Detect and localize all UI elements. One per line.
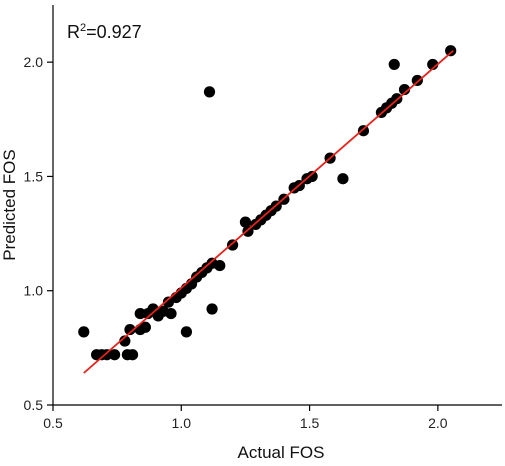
data-point	[203, 86, 216, 98]
fit-line-group	[83, 50, 454, 374]
data-point	[119, 335, 131, 347]
data-point	[337, 173, 349, 185]
data-point	[206, 303, 218, 315]
x-tick-label: 1.5	[300, 415, 320, 431]
axes	[52, 5, 502, 406]
data-point	[165, 307, 177, 320]
data-point	[180, 326, 193, 338]
fit-line	[83, 50, 454, 374]
r-squared-prefix: R	[67, 22, 80, 42]
x-tick-label: 2.0	[428, 415, 448, 431]
y-tick-label: 2.0	[24, 54, 44, 70]
data-point	[134, 307, 146, 320]
y-tick-label: 1.0	[24, 283, 44, 299]
r-squared-value: =0.927	[86, 22, 142, 42]
r-squared-annotation: R2=0.927	[67, 22, 142, 42]
x-tick-label: 0.5	[43, 415, 63, 431]
ticks: 0.5 1.0 1.5 2.0 0.5 1.0 1.5 2.0	[24, 54, 448, 431]
r-squared-superscript: 2	[80, 22, 86, 34]
data-point	[445, 45, 457, 57]
data-point	[126, 349, 139, 361]
data-point	[124, 323, 136, 336]
data-point	[139, 321, 151, 333]
x-tick-label: 1.0	[172, 415, 192, 431]
data-point	[108, 349, 121, 361]
data-point	[227, 239, 239, 251]
y-tick-label: 0.5	[24, 397, 44, 413]
data-point	[239, 216, 252, 228]
y-axis-label: Predicted FOS	[0, 149, 19, 261]
data-point	[78, 326, 90, 338]
data-point	[388, 58, 400, 71]
data-point	[306, 170, 318, 183]
data-points	[78, 45, 457, 361]
data-point	[357, 125, 370, 137]
x-axis-label: Actual FOS	[238, 443, 325, 462]
data-point	[411, 74, 423, 87]
y-tick-label: 1.5	[24, 168, 44, 184]
data-point	[214, 259, 226, 272]
data-point	[398, 83, 411, 96]
data-point	[101, 349, 113, 361]
